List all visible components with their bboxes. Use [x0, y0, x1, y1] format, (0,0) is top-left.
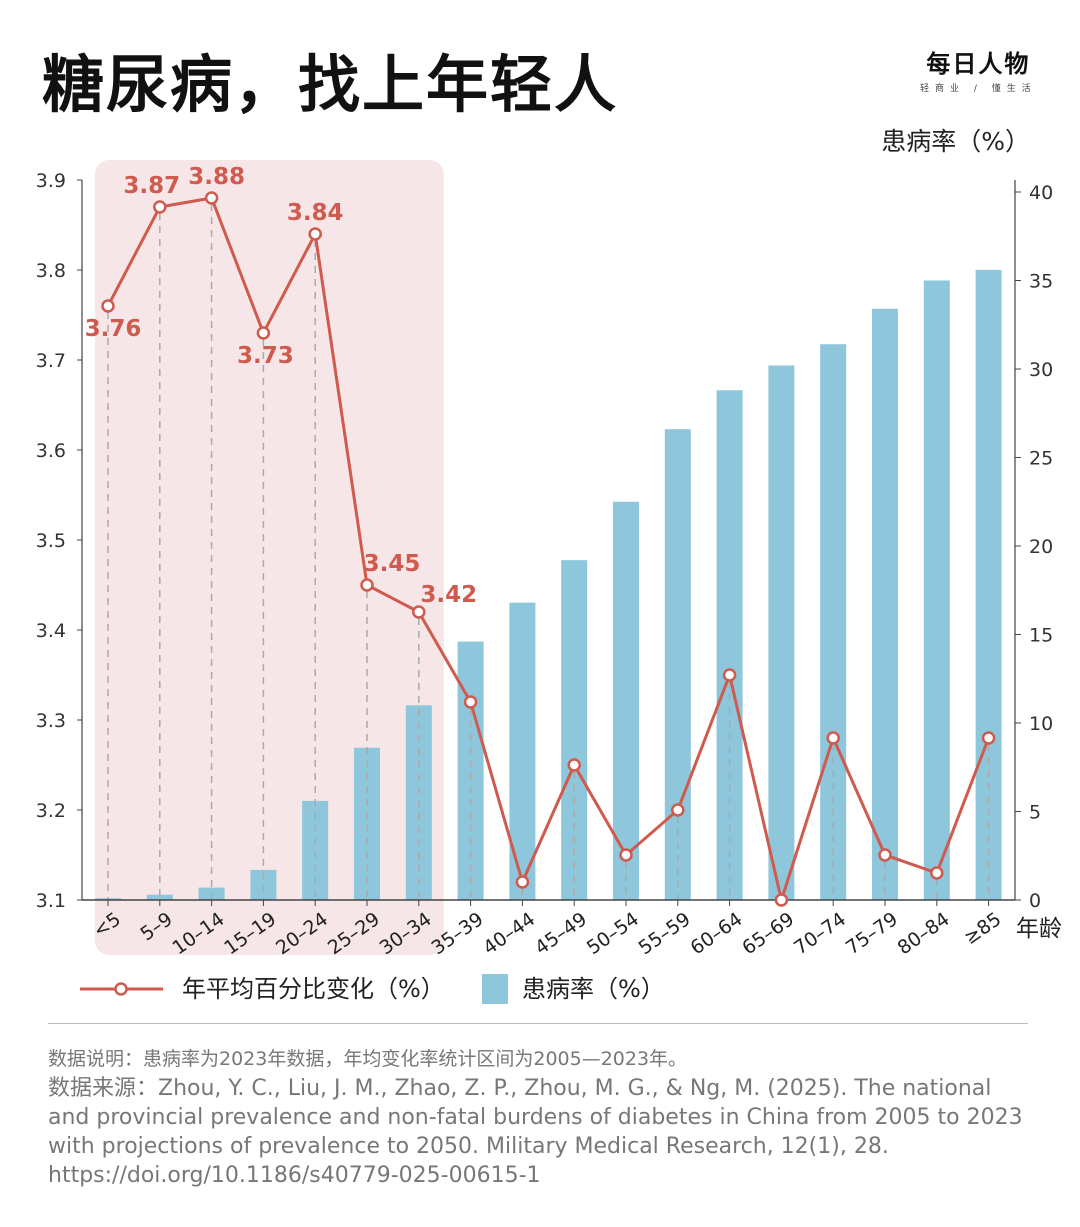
line-point [308, 227, 322, 241]
data-label: 3.42 [420, 582, 477, 608]
bar [923, 280, 950, 900]
x-tick-label: 40–44 [479, 908, 539, 959]
y-left-tick-label: 3.2 [36, 800, 66, 822]
line-point [101, 299, 115, 313]
line-point [671, 803, 685, 817]
y-left-tick-label: 3.5 [36, 530, 66, 552]
page-title: 糖尿病，找上年轻人 [42, 48, 619, 121]
y-left-tick-label: 3.6 [36, 440, 66, 462]
x-tick-label: 75–79 [842, 908, 902, 959]
x-tick-label: 80–84 [894, 908, 954, 959]
legend-bar-swatch [482, 974, 508, 1004]
data-label: 3.45 [364, 551, 421, 577]
bar [716, 390, 743, 900]
y-left-tick-label: 3.3 [36, 710, 66, 732]
y-right-tick-label: 5 [1029, 802, 1041, 824]
x-tick-label: 55–59 [635, 908, 695, 959]
x-tick-label: 70–74 [790, 908, 850, 959]
y-left-tick-label: 3.7 [36, 350, 66, 372]
data-label: 3.88 [188, 164, 245, 190]
y-right-tick-label: 35 [1029, 271, 1053, 293]
y-right-tick-label: 25 [1029, 448, 1053, 470]
y-right-tick-label: 40 [1029, 182, 1053, 204]
y-left-tick-label: 3.4 [36, 620, 66, 642]
y-right-tick-label: 15 [1029, 625, 1053, 647]
bar [146, 894, 173, 900]
bar [457, 641, 484, 900]
line-point [826, 731, 840, 745]
line-point [930, 866, 944, 880]
notes: 数据说明：患病率为2023年数据，年均变化率统计区间为2005—2023年。 数… [48, 1045, 1038, 1190]
brand-logo: 每日人物 轻商业 / 懂生活 [920, 44, 1037, 94]
data-source: 数据来源：Zhou, Y. C., Liu, J. M., Zhao, Z. P… [48, 1076, 1023, 1188]
bar [820, 344, 847, 901]
bar [975, 269, 1002, 900]
bar [768, 365, 795, 901]
line-point [256, 326, 271, 340]
line-point [463, 695, 478, 709]
data-note: 数据说明：患病率为2023年数据，年均变化率统计区间为2005—2023年。 [48, 1048, 688, 1070]
data-label: 3.87 [123, 173, 180, 199]
data-label: 3.73 [237, 343, 294, 369]
legend-line-label: 年平均百分比变化（%） [182, 975, 445, 1003]
legend-line-marker [114, 982, 128, 996]
line-point [204, 191, 219, 205]
line-point [722, 668, 737, 682]
y-right-tick-label: 10 [1029, 713, 1053, 735]
data-label: 3.84 [287, 200, 344, 226]
y-right-axis-label: 患病率（%） [881, 127, 1030, 156]
line-point [515, 875, 530, 889]
y-right-tick-label: 20 [1029, 536, 1053, 558]
line-point [774, 893, 789, 907]
x-tick-label: 60–64 [686, 908, 746, 959]
x-tick-label: 65–69 [738, 908, 798, 959]
x-tick-label: 45–49 [531, 908, 591, 959]
y-right-tick-label: 0 [1029, 890, 1041, 912]
line-point [878, 848, 892, 862]
legend-bar-label: 患病率（%） [522, 975, 665, 1003]
data-label: 3.76 [85, 316, 142, 342]
y-left-tick-label: 3.1 [36, 890, 66, 912]
logo-text: 每日人物 [926, 50, 1031, 78]
x-tick-label: ≥85 [960, 908, 1005, 949]
x-axis-label: 年龄 [1016, 916, 1062, 942]
line-point [412, 605, 426, 619]
divider [48, 1023, 1028, 1024]
bar [561, 560, 588, 900]
y-left-tick-label: 3.8 [36, 260, 66, 282]
line-point [981, 731, 996, 745]
line-point [567, 758, 581, 772]
x-tick-label: 50–54 [583, 908, 643, 959]
bar [872, 308, 898, 900]
y-left-tick-label: 3.9 [36, 170, 66, 192]
line-point [153, 200, 167, 214]
line-series [106, 196, 991, 906]
logo-tagline: 轻商业 / 懂生活 [920, 84, 1037, 94]
line-point [360, 578, 374, 592]
bar [613, 501, 639, 900]
line-point [619, 848, 633, 862]
y-right-tick-label: 30 [1029, 359, 1053, 381]
